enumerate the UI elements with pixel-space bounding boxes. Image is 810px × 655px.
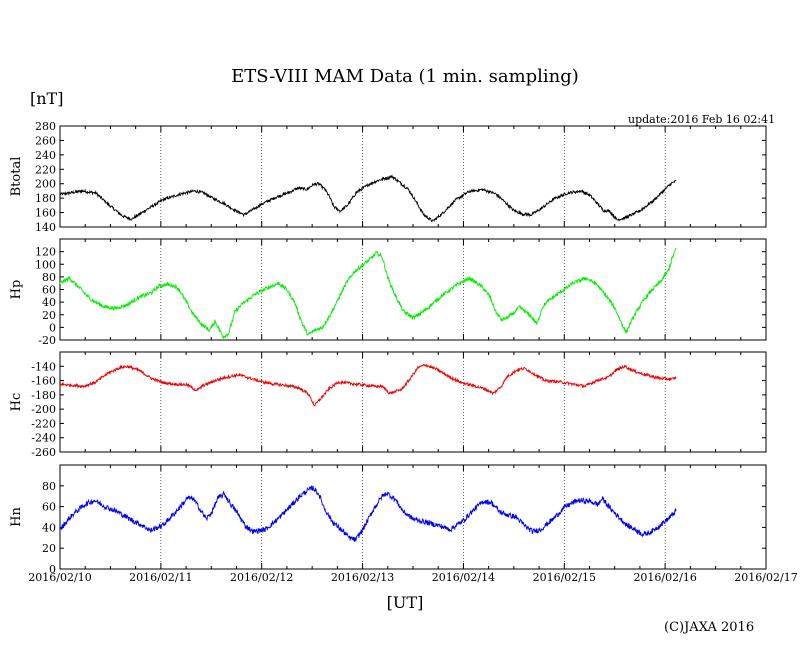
y-tick-label: 160 (35, 207, 56, 220)
x-tick-label: 2016/02/11 (129, 571, 192, 584)
update-timestamp: update:2016 Feb 16 02:41 (628, 113, 776, 126)
y-tick-label: 20 (42, 542, 56, 555)
series-line-btotal (59, 174, 677, 223)
copyright-notice: (C)JAXA 2016 (664, 620, 755, 635)
y-tick-label: 180 (35, 192, 56, 205)
panel-hn: 0 20 40 60 80 Hn (9, 464, 767, 576)
y-tick-label: -260 (31, 446, 56, 459)
x-axis-label: [UT] (386, 593, 424, 612)
y-tick-label: 120 (35, 246, 56, 259)
panel-label-hc: Hc (9, 393, 24, 412)
panel-label-hn: Hn (9, 507, 24, 527)
y-tick-label: 240 (35, 149, 56, 162)
x-tick-label: 2016/02/15 (533, 571, 596, 584)
y-tick-label: -20 (38, 334, 56, 347)
panel-label-hp: Hp (9, 280, 24, 300)
y-tick-label: -180 (31, 389, 56, 402)
y-tick-label: 40 (42, 521, 56, 534)
x-tick-label: 2016/02/10 (28, 571, 91, 584)
y-tick-label: 140 (35, 221, 56, 234)
y-tick-label: 280 (35, 120, 56, 133)
y-tick-label: -160 (31, 375, 56, 388)
y-tick-label: 40 (42, 296, 56, 309)
y-tick-label: 0 (49, 321, 56, 334)
panel-frame (59, 351, 767, 453)
series-line-hc (59, 363, 677, 407)
y-tick-label: 80 (42, 480, 56, 493)
x-tick-label: 2016/02/14 (432, 571, 495, 584)
panel-hc: -260-240 -220-200-180-160 -140 Hc (9, 351, 767, 459)
y-tick-label: 20 (42, 309, 56, 322)
y-tick-label: 60 (42, 501, 56, 514)
y-tick-label: -240 (31, 432, 56, 445)
y-tick-label: 100 (35, 258, 56, 271)
series-line-hn (59, 484, 677, 542)
y-unit-label: [nT] (30, 89, 64, 108)
series-line-hp (59, 248, 677, 340)
y-tick-label: 200 (35, 178, 56, 191)
y-tick-label: 60 (42, 284, 56, 297)
panel-label-btotal: Btotal (9, 157, 24, 197)
panel-frame (59, 125, 767, 228)
y-tick-label: 260 (35, 134, 56, 147)
x-tick-label: 2016/02/17 (734, 571, 797, 584)
y-tick-label: -220 (31, 417, 56, 430)
y-tick-label: -140 (31, 360, 56, 373)
chart-title: ETS-VIII MAM Data (1 min. sampling) (231, 66, 579, 87)
x-tick-label: 2016/02/16 (633, 571, 696, 584)
y-tick-label: -200 (31, 403, 56, 416)
x-tick-label: 2016/02/13 (331, 571, 394, 584)
y-tick-label: 0 (49, 563, 56, 576)
panel-frame (59, 238, 767, 341)
x-tick-label: 2016/02/12 (230, 571, 293, 584)
y-tick-label: 220 (35, 163, 56, 176)
y-tick-label: 80 (42, 271, 56, 284)
